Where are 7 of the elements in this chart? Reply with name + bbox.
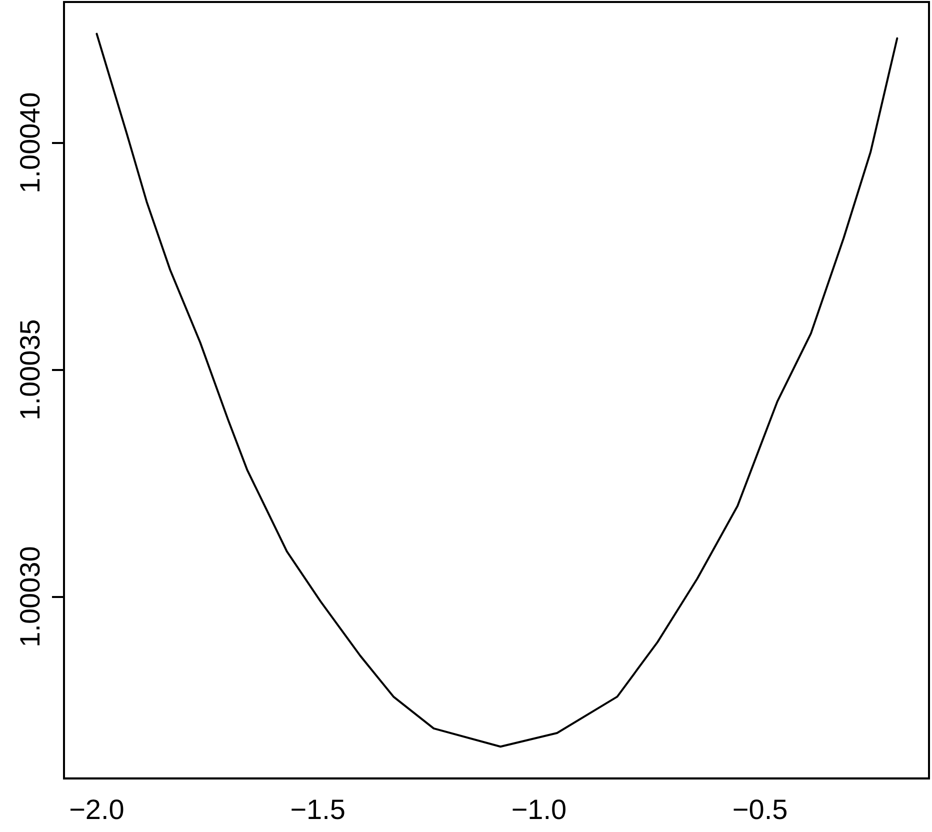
x-tick-label: −1.0 xyxy=(511,794,567,825)
x-tick-label: −2.0 xyxy=(69,794,124,825)
x-tick-label: −0.5 xyxy=(732,794,788,825)
y-tick-label: 1.00035 xyxy=(14,319,46,420)
y-tick-label: 1.00030 xyxy=(14,546,46,648)
y-tick-label: 1.00040 xyxy=(14,92,46,194)
x-tick-label: −1.5 xyxy=(290,794,346,825)
